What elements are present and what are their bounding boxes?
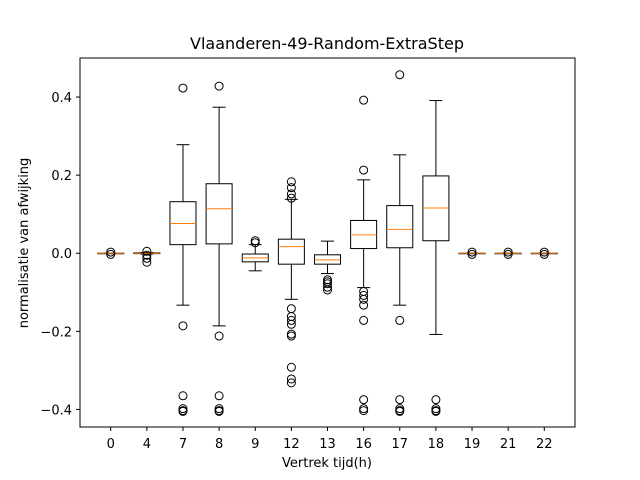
- x-tick-label: 17: [391, 437, 408, 452]
- flier-point: [395, 70, 405, 80]
- flier-point: [214, 391, 224, 401]
- plot-area: −0.4 −0.2 0.0 0.2 0.4 0 4 7 8 9 12 13 16 17 18 19 21 22: [40, 70, 558, 452]
- flier-point: [286, 177, 296, 187]
- flier-point: [214, 331, 224, 341]
- flier-point: [106, 247, 116, 257]
- y-tick-label: 0.4: [51, 91, 72, 106]
- flier-point: [395, 315, 405, 325]
- flier-point: [214, 406, 224, 416]
- flier-point: [323, 279, 332, 289]
- box: [386, 205, 414, 249]
- flier-point: [142, 253, 152, 263]
- x-tick-label: 13: [319, 437, 336, 452]
- y-tick-label: −0.4: [40, 403, 72, 418]
- box: [277, 238, 305, 265]
- flier-point: [286, 193, 296, 203]
- flier-point: [178, 83, 188, 93]
- flier-point: [286, 319, 296, 329]
- y-tick-label: 0.0: [51, 247, 72, 262]
- flier-point: [359, 300, 369, 310]
- x-tick-label: 18: [428, 437, 445, 452]
- box: [205, 183, 233, 245]
- flier-point: [214, 81, 224, 91]
- x-tick-label: 9: [251, 437, 259, 452]
- flier-point: [286, 374, 296, 384]
- flier-point: [250, 236, 260, 246]
- flier-point: [359, 404, 369, 414]
- flier-point: [395, 406, 405, 416]
- flier-point: [359, 95, 369, 105]
- flier-point: [359, 290, 369, 300]
- flier-point: [503, 247, 513, 257]
- flier-point: [467, 249, 477, 259]
- x-axis-label: Vertrek tijd(h): [282, 456, 372, 471]
- flier-point: [359, 294, 369, 304]
- flier-point: [178, 406, 188, 416]
- x-tick-label: 22: [536, 437, 553, 452]
- flier-point: [142, 257, 152, 267]
- flier-point: [323, 285, 332, 295]
- flier-point: [178, 391, 188, 401]
- flier-point: [503, 249, 513, 259]
- x-tick-label: 4: [143, 437, 151, 452]
- flier-point: [431, 406, 441, 416]
- flier-point: [539, 247, 549, 257]
- flier-point: [286, 183, 296, 193]
- x-tick-label: 7: [179, 437, 187, 452]
- x-tick-label: 21: [500, 437, 517, 452]
- flier-point: [286, 362, 296, 372]
- y-axis-label: normalisatie van afwijking: [17, 158, 32, 329]
- x-tick-label: 16: [355, 437, 372, 452]
- chart-title: Vlaanderen-49-Random-ExtraStep: [190, 34, 464, 53]
- flier-point: [178, 321, 188, 331]
- flier-point: [431, 395, 441, 405]
- flier-point: [359, 315, 369, 325]
- flier-point: [142, 250, 152, 260]
- flier-point: [359, 395, 369, 405]
- x-tick-label: 19: [464, 437, 481, 452]
- x-tick-label: 0: [107, 437, 115, 452]
- x-tick-label: 12: [283, 437, 300, 452]
- y-tick-label: −0.2: [40, 325, 72, 340]
- flier-point: [539, 249, 549, 259]
- flier-point: [286, 329, 296, 339]
- flier-point: [286, 315, 296, 325]
- y-tick-label: 0.2: [51, 169, 72, 184]
- flier-point: [286, 304, 296, 314]
- flier-point: [142, 246, 152, 256]
- flier-point: [359, 165, 369, 175]
- x-tick-label: 8: [215, 437, 223, 452]
- plot-frame: [79, 57, 576, 428]
- flier-point: [395, 395, 405, 405]
- flier-point: [323, 282, 332, 292]
- flier-point: [467, 247, 477, 257]
- flier-point: [286, 378, 296, 388]
- flier-point: [286, 189, 296, 199]
- flier-point: [359, 406, 369, 416]
- flier-point: [286, 331, 296, 341]
- flier-point: [106, 249, 116, 259]
